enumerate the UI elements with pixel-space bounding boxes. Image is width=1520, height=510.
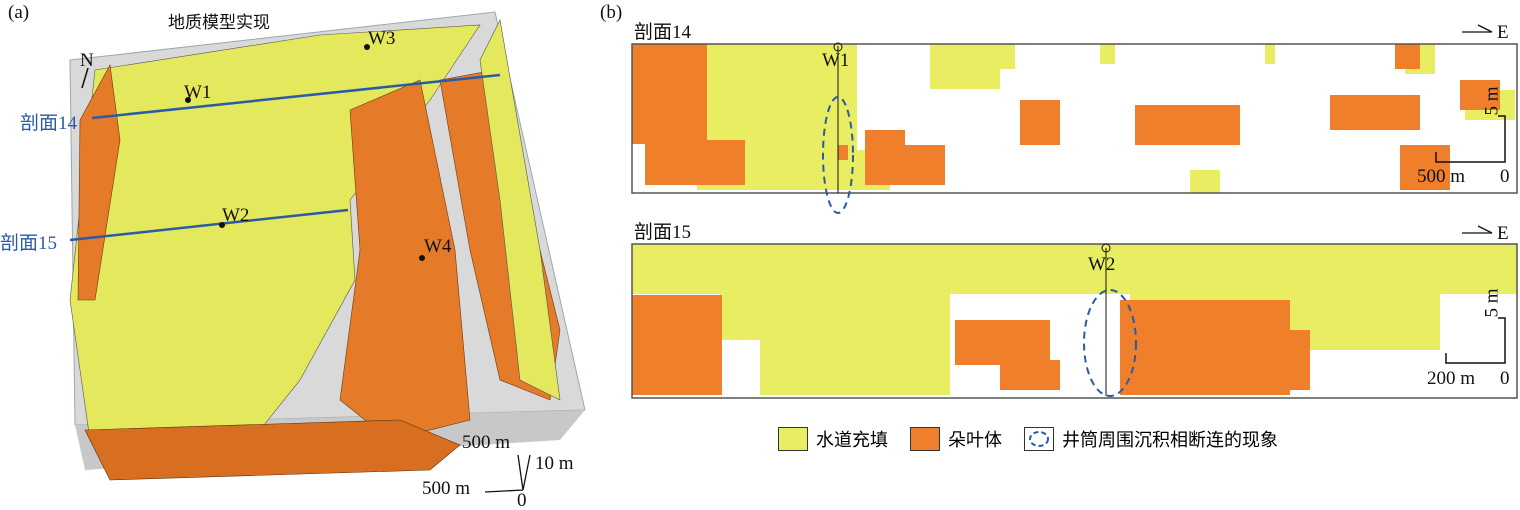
legend-label-channel: 水道充填 — [816, 430, 888, 451]
section-15-lobe-patch — [1290, 330, 1310, 390]
section-15-scale-h: 200 m — [1427, 368, 1476, 389]
section-15-scale-v: 5 m — [1481, 288, 1503, 318]
section-14-lobe-patch — [1330, 95, 1420, 130]
scale-axes-3d — [484, 454, 531, 493]
panel-a-title: 地质模型实现 — [168, 13, 270, 33]
lobe-body — [84, 419, 461, 481]
channel-fill-body — [479, 19, 561, 401]
section-14-lobe-patch — [838, 145, 848, 160]
lobe-body — [77, 64, 121, 301]
section-14-lobe-patch — [1395, 44, 1420, 69]
section-14-label-a: 剖面14 — [20, 113, 78, 134]
legend-swatch-lobe — [910, 427, 940, 451]
legend-swatch-ellipse-icon — [1024, 427, 1054, 451]
well-label-w1: W1 — [184, 82, 212, 103]
section-14-channel-fill-patch — [1100, 44, 1115, 64]
section-14-title: 剖面14 — [634, 22, 692, 43]
panel-a-label: (a) — [8, 2, 30, 23]
section-14-channel-fill-patch — [930, 44, 1000, 89]
section-14-lobe-patch — [1135, 105, 1240, 145]
section-14-lobe-patch — [632, 44, 707, 144]
section-14-lobe-patch — [905, 145, 945, 185]
section-15-origin: 0 — [1500, 368, 1510, 389]
section-14-plot — [632, 44, 1515, 193]
north-arrow-icon — [81, 67, 89, 89]
section-14-lobe-patch — [1400, 145, 1450, 190]
section-14-scale-h: 500 m — [1417, 166, 1466, 187]
section-14-lobe-patch — [1020, 100, 1060, 145]
section-14-line — [91, 73, 501, 120]
section-15-title: 剖面15 — [634, 222, 692, 243]
scale-bar-14 — [1435, 115, 1506, 163]
legend-swatch-channel — [778, 427, 808, 451]
section-14-lobe-patch — [865, 130, 905, 185]
section-15-plot — [632, 244, 1517, 395]
section-15-lobe-patch — [955, 320, 1050, 365]
section-14-channel-fill-patch — [1000, 44, 1015, 69]
scale-origin-label: 0 — [517, 490, 527, 510]
scale-x-label: 500 m — [422, 478, 471, 499]
well-label-w2: W2 — [222, 205, 250, 226]
east-arrow-icon — [1462, 24, 1493, 33]
legend: 水道充填 朵叶体 井筒周围沉积相断连的现象 — [778, 426, 1278, 452]
section-15-lobe-patch — [1120, 300, 1290, 395]
panel-b-label: (b) — [600, 2, 623, 23]
disconnection-ellipse — [822, 96, 854, 214]
section-15-direction: E — [1497, 223, 1509, 244]
section-14-well: W1 — [822, 50, 850, 71]
lobe-body — [339, 79, 471, 441]
section-15-channel-fill-patch — [1290, 290, 1440, 350]
disconnection-ellipse — [1083, 289, 1137, 397]
section-14-channel-fill-patch — [780, 44, 820, 74]
section-15-channel-fill-patch — [760, 335, 950, 395]
scale-y-label: 500 m — [462, 432, 511, 453]
well-label-w3: W3 — [368, 28, 396, 49]
well-label-w4: W4 — [424, 236, 452, 257]
section-15-lobe-patch — [1000, 360, 1060, 390]
scale-bar-15 — [1445, 317, 1506, 364]
legend-label-disconnection: 井筒周围沉积相断连的现象 — [1062, 430, 1278, 451]
legend-label-lobe: 朵叶体 — [948, 430, 1002, 451]
section-14-scale-v: 5 m — [1481, 86, 1503, 116]
section-14-direction: E — [1497, 22, 1509, 43]
north-label: N — [80, 50, 94, 71]
section-14-origin: 0 — [1500, 166, 1510, 187]
section-15-line — [69, 208, 349, 242]
east-arrow-icon — [1462, 225, 1493, 234]
well-symbol-icon — [1101, 243, 1111, 253]
section-15-lobe-patch — [632, 295, 722, 395]
well-symbol-icon — [833, 42, 843, 52]
section-14-channel-fill-patch — [1190, 170, 1220, 193]
section-15-well: W2 — [1088, 254, 1116, 275]
section-14-lobe-patch — [645, 140, 745, 185]
section-15-channel-fill-patch — [632, 244, 1517, 294]
section-15-label-a: 剖面15 — [0, 233, 58, 254]
section-14-lobe-patch — [1460, 80, 1500, 110]
geological-model-3d — [69, 11, 586, 493]
section-14-channel-fill-patch — [1265, 44, 1275, 64]
scale-z-label: 10 m — [535, 453, 574, 474]
section-14-channel-fill-patch — [763, 110, 823, 190]
section-15-channel-fill-patch — [720, 290, 950, 340]
